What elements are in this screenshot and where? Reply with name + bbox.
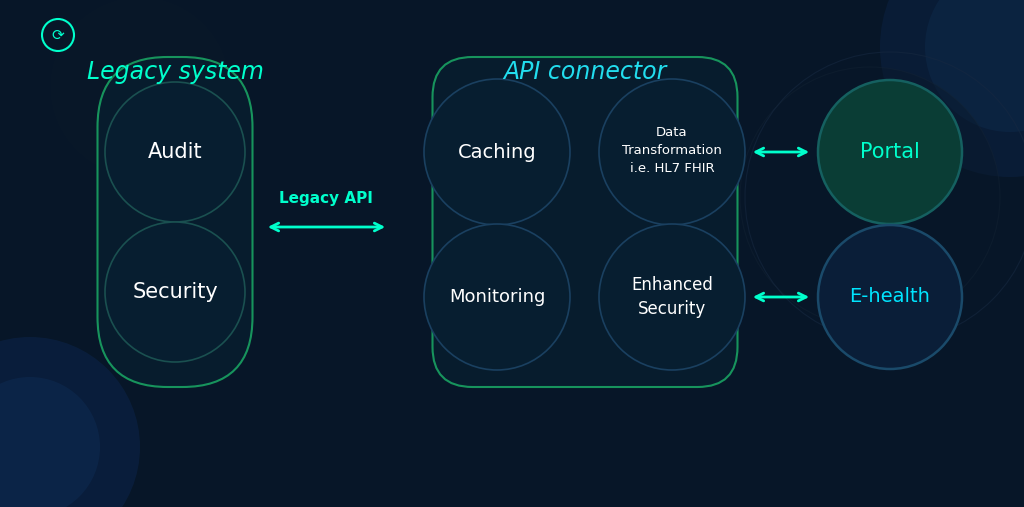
Text: Security: Security [132, 282, 218, 302]
Circle shape [424, 79, 570, 225]
Text: Monitoring: Monitoring [449, 288, 545, 306]
Circle shape [925, 0, 1024, 132]
FancyBboxPatch shape [432, 57, 737, 387]
Text: E-health: E-health [850, 287, 931, 307]
Text: API connector: API connector [504, 60, 667, 84]
Circle shape [424, 224, 570, 370]
Circle shape [599, 79, 745, 225]
Circle shape [0, 377, 100, 507]
Text: Audit: Audit [147, 142, 203, 162]
Circle shape [105, 222, 245, 362]
Circle shape [880, 0, 1024, 177]
Circle shape [818, 225, 962, 369]
FancyBboxPatch shape [97, 57, 253, 387]
Circle shape [50, 0, 230, 177]
Text: Portal: Portal [860, 142, 920, 162]
Text: Legacy API: Legacy API [280, 192, 373, 206]
Circle shape [599, 224, 745, 370]
Text: Enhanced
Security: Enhanced Security [631, 276, 713, 318]
Text: Data
Transformation
i.e. HL7 FHIR: Data Transformation i.e. HL7 FHIR [622, 126, 722, 174]
Text: Legacy system: Legacy system [87, 60, 263, 84]
Text: ⟳: ⟳ [51, 27, 65, 43]
Circle shape [818, 80, 962, 224]
Circle shape [0, 337, 140, 507]
Circle shape [740, 67, 1000, 327]
Circle shape [105, 82, 245, 222]
Text: Caching: Caching [458, 142, 537, 162]
